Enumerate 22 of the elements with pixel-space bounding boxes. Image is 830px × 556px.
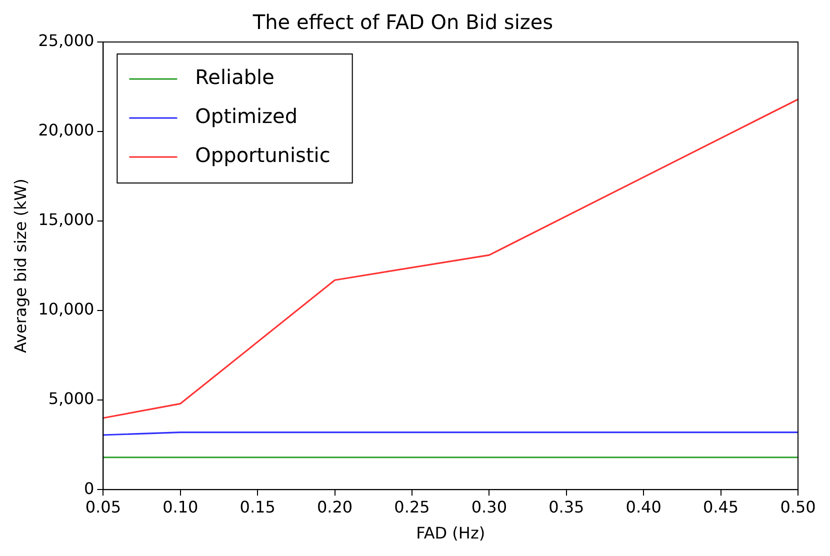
y-tick-label: 15,000 <box>38 210 94 230</box>
x-tick-label: 0.50 <box>780 497 816 516</box>
y-tick-label: 5,000 <box>48 389 94 408</box>
y-tick-label: 0 <box>84 478 94 498</box>
x-axis-title: FAD (Hz) <box>416 524 486 543</box>
y-tick-label: 10,000 <box>38 300 94 319</box>
legend-label: Optimized <box>195 104 298 128</box>
x-tick-label: 0.25 <box>394 497 430 516</box>
x-tick-label: 0.05 <box>85 497 121 516</box>
x-tick-label: 0.15 <box>240 497 276 516</box>
x-tick-label: 0.20 <box>316 497 353 516</box>
chart-title: The effect of FAD On Bid sizes <box>252 10 554 34</box>
legend-label: Opportunistic <box>195 143 330 168</box>
y-axis-title: Average bid size (kW) <box>10 178 30 353</box>
x-tick-label: 0.35 <box>548 497 584 516</box>
x-tick-label: 0.40 <box>626 497 662 516</box>
x-tick-label: 0.30 <box>471 497 508 516</box>
y-tick-label: 25,000 <box>38 31 94 50</box>
x-tick-label: 0.45 <box>702 497 739 516</box>
y-tick-label: 20,000 <box>38 120 94 140</box>
legend-label: Reliable <box>195 65 274 90</box>
x-tick-label: 0.10 <box>162 497 198 516</box>
